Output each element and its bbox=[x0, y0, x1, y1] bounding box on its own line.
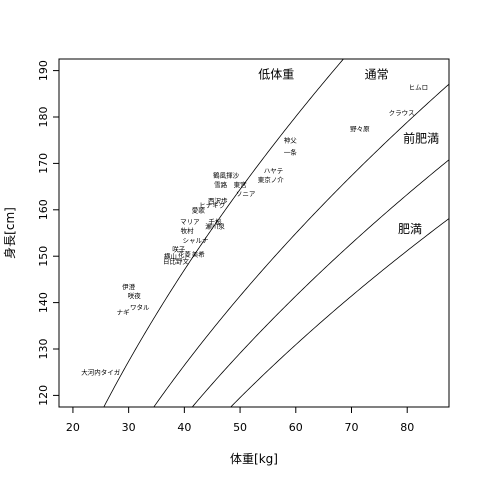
point-label: 雪路 bbox=[214, 180, 228, 189]
x-tick-label: 60 bbox=[289, 421, 303, 434]
plot-frame bbox=[58, 58, 450, 408]
point-label: 鶴風揮沙 bbox=[213, 171, 240, 180]
point-label: 東京ノ介 bbox=[258, 175, 285, 184]
point-label: ヒムロ bbox=[409, 83, 429, 91]
point-label: 大河内タイガ bbox=[81, 368, 121, 377]
y-tick-label: 150 bbox=[37, 246, 50, 267]
point-label: 横山 bbox=[164, 252, 177, 261]
y-tick-label: 120 bbox=[37, 385, 50, 406]
point-label: 咲夜 bbox=[128, 291, 142, 300]
point-label: ナギ bbox=[117, 308, 131, 316]
x-tick-label: 20 bbox=[66, 421, 80, 434]
bmi-curve-4 bbox=[230, 218, 449, 407]
y-tick-label: 130 bbox=[37, 339, 50, 360]
point-label: シャルナ bbox=[183, 236, 209, 244]
x-tick-label: 40 bbox=[177, 421, 191, 434]
y-tick-label: 170 bbox=[37, 153, 50, 174]
curve-label-3: 前肥満 bbox=[403, 131, 439, 146]
x-tick-label: 30 bbox=[122, 421, 136, 434]
point-label: 日比野文 bbox=[163, 256, 190, 265]
point-label: 神父 bbox=[284, 136, 298, 145]
point-label: 千桜 bbox=[209, 217, 223, 226]
x-tick-label: 50 bbox=[233, 421, 247, 434]
point-label: 一条 bbox=[284, 147, 298, 156]
x-tick-label: 70 bbox=[345, 421, 359, 434]
y-tick-label: 140 bbox=[37, 292, 50, 313]
point-label: クラウス bbox=[389, 109, 415, 117]
point-label: 咲子 bbox=[172, 245, 186, 254]
point-label: 瀬川泉 bbox=[205, 222, 225, 231]
point-label: 東宮 bbox=[234, 180, 247, 189]
point-label: 愛歌 bbox=[192, 205, 206, 214]
y-axis: 120 130 140 150 160 170 180 190 bbox=[37, 60, 59, 406]
y-tick-label: 180 bbox=[37, 107, 50, 128]
y-tick-label: 190 bbox=[37, 60, 50, 81]
x-tick-label: 80 bbox=[400, 421, 414, 434]
curve-label-4: 肥満 bbox=[398, 222, 422, 236]
bmi-curve-2 bbox=[153, 83, 449, 407]
point-label: ソニア bbox=[236, 190, 256, 198]
point-label: ヒナギク bbox=[199, 202, 225, 210]
bmi-curve-3 bbox=[191, 159, 449, 407]
x-axis: 20 30 40 50 60 70 80 bbox=[66, 407, 414, 434]
point-label: ワタル bbox=[130, 303, 150, 312]
point-label: 野々原 bbox=[350, 125, 370, 133]
point-label: 花菱 bbox=[178, 249, 192, 258]
y-axis-label: 身長[cm] bbox=[2, 207, 17, 259]
bmi-curve-1 bbox=[103, 59, 344, 407]
point-label: 伊澄 bbox=[122, 282, 136, 291]
point-label: 美希 bbox=[192, 249, 206, 258]
point-label: 牧村 bbox=[181, 226, 195, 235]
curve-label-1: 低体重 bbox=[258, 67, 294, 81]
bmi-curves bbox=[103, 59, 449, 407]
x-axis-label: 体重[kg] bbox=[230, 452, 278, 466]
y-tick-label: 160 bbox=[37, 199, 50, 220]
curve-label-2: 通常 bbox=[365, 67, 389, 81]
point-label: マリア bbox=[180, 218, 200, 226]
point-label: ハヤテ bbox=[264, 167, 284, 175]
point-label: 西沢歩 bbox=[208, 196, 228, 205]
